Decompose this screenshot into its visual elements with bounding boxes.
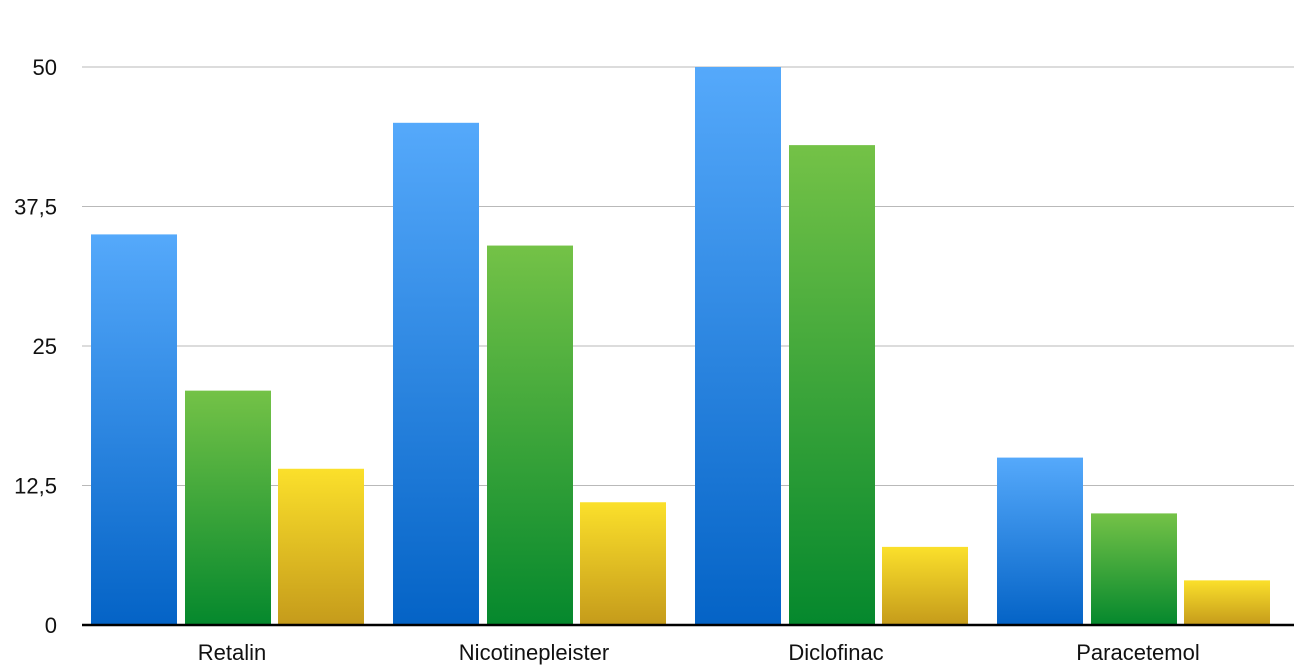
y-tick-label: 37,5 (14, 195, 57, 220)
bars (91, 67, 1270, 626)
bar-retalin-series-2 (185, 390, 271, 625)
bar-retalin-series-3 (278, 468, 364, 625)
y-tick-label: 50 (33, 55, 57, 80)
bar-paracetemol-series-2 (1091, 513, 1177, 625)
bar-diclofinac-series-2 (789, 145, 875, 625)
x-tick-label: Paracetemol (1076, 640, 1200, 665)
bar-diclofinac-series-1 (695, 67, 781, 625)
x-tick-label: Retalin (198, 640, 266, 665)
bar-paracetemol-series-1 (997, 457, 1083, 625)
bar-paracetemol-series-3 (1184, 580, 1270, 625)
x-tick-labels: Retalin Nicotinepleister Diclofinac Paracet… (198, 640, 1200, 665)
y-tick-label: 0 (45, 613, 57, 638)
y-tick-label: 25 (33, 334, 57, 359)
x-tick-label: Nicotinepleister (459, 640, 609, 665)
y-tick-labels: 0 12,5 25 37,5 50 (14, 55, 57, 638)
bar-retalin-series-1 (91, 234, 177, 625)
x-tick-label: Diclofinac (788, 640, 883, 665)
y-tick-label: 12,5 (14, 474, 57, 499)
bar-nicotinepleister-series-1 (393, 122, 479, 626)
bar-nicotinepleister-series-3 (580, 502, 666, 625)
bar-diclofinac-series-3 (882, 546, 968, 625)
bar-nicotinepleister-series-2 (487, 245, 573, 625)
gridlines (82, 66, 1294, 486)
